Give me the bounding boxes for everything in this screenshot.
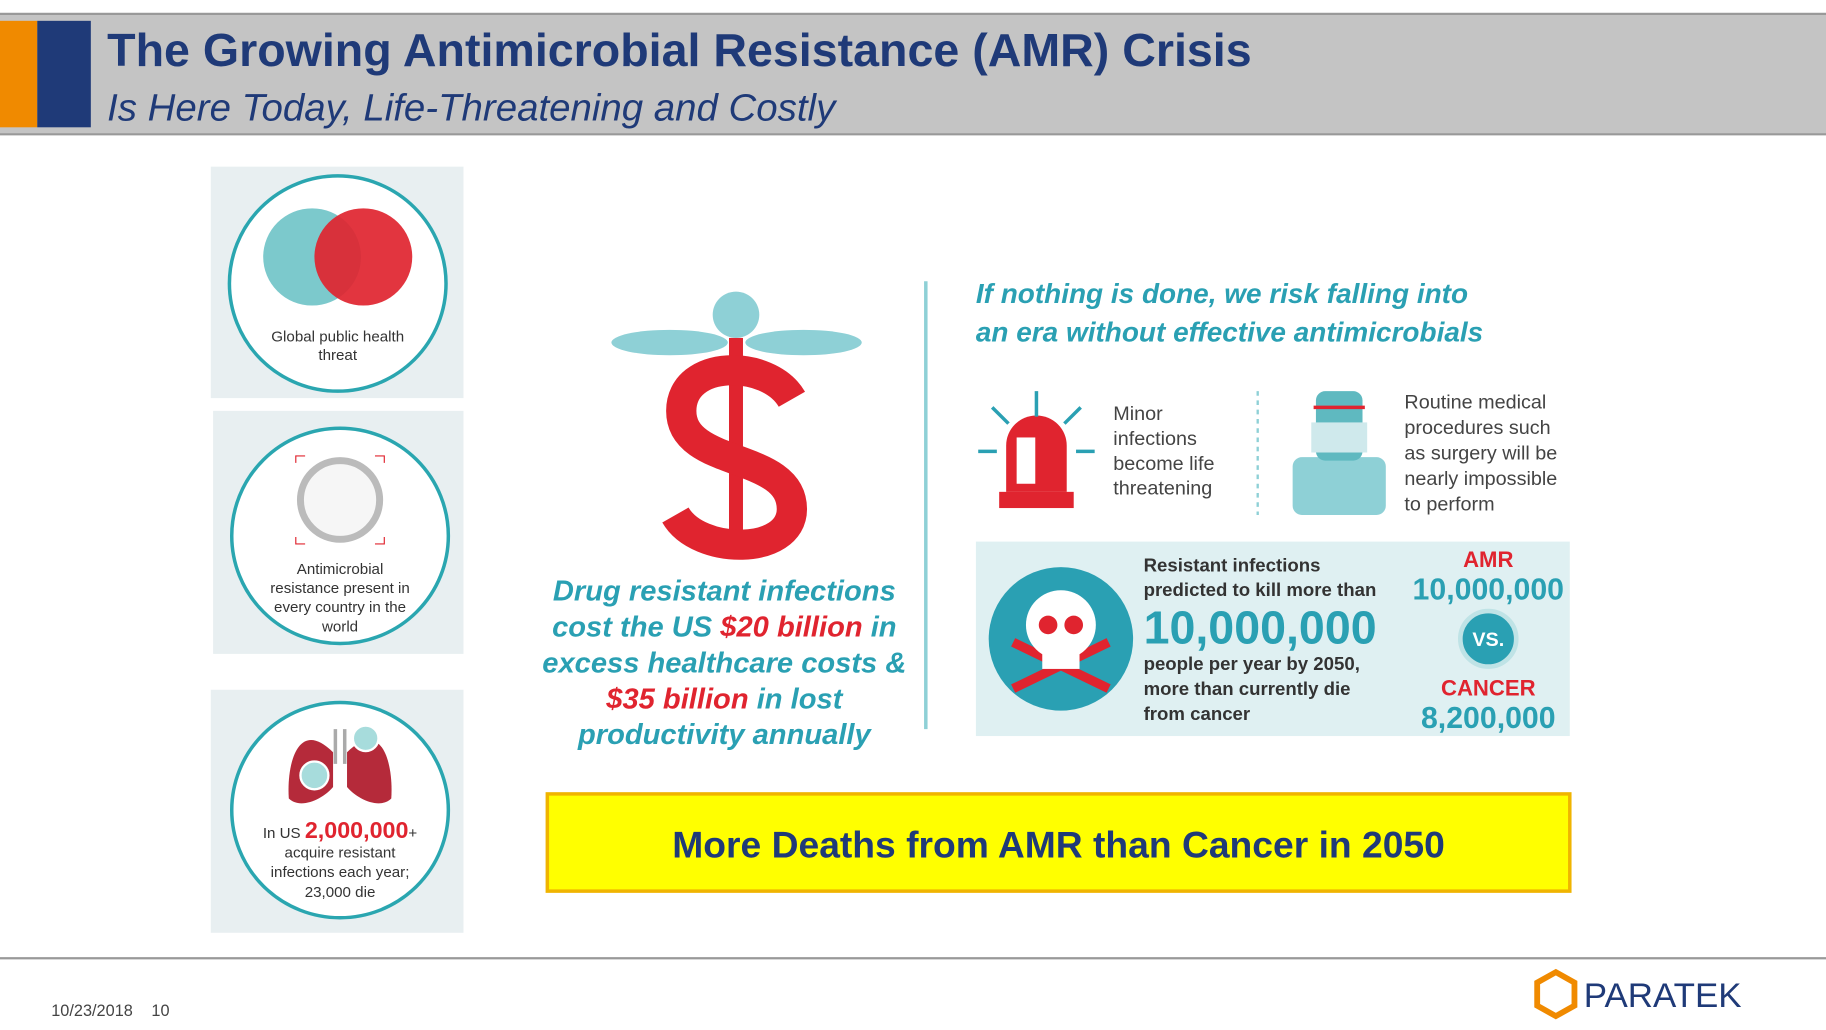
item-text: Routine medical [1404, 392, 1546, 414]
siren-icon [978, 391, 1095, 509]
text-run: Drug resistant infections [553, 576, 896, 608]
navy-bar [37, 20, 91, 128]
footer-date: 10/23/2018 [51, 1002, 133, 1020]
left-panels [210, 166, 464, 933]
text-run: procedures such [1404, 417, 1550, 439]
highlight-text: 2,000,000 [305, 817, 409, 843]
page-number: 10 [151, 1002, 169, 1020]
text-run: Minor [1113, 403, 1163, 425]
text-run: + [408, 825, 417, 842]
item-text: to perform [1404, 493, 1494, 515]
panel-label: world [321, 618, 358, 635]
text-run: Antimicrobial [297, 561, 384, 578]
text-run: Global public health [271, 328, 404, 345]
text-run: infections [1113, 428, 1197, 450]
cost-text: cost the US $20 billion in [552, 612, 897, 644]
stat-text: more than currently die [1144, 678, 1351, 699]
stat-number: 10,000,000 [1144, 602, 1377, 654]
text-run: to perform [1404, 493, 1494, 515]
title: The Growing Antimicrobial Resistance (AM… [107, 24, 1252, 76]
stat-text: predicted to kill more than [1144, 579, 1377, 600]
text-run: people per year by 2050, [1144, 653, 1360, 674]
vs-label: VS. [1472, 629, 1504, 651]
cost-text: excess healthcare costs & [542, 647, 906, 679]
item-text: procedures such [1404, 417, 1550, 439]
logo: PARATEK [1584, 976, 1742, 1015]
cancer-value: 8,200,000 [1421, 702, 1556, 735]
text-run: Resistant infections [1144, 555, 1321, 576]
panel-label: acquire resistant [285, 845, 397, 862]
right-heading: an era without effective antimicrobials [976, 316, 1483, 347]
skull-icon [988, 567, 1134, 711]
text-run: Routine medical [1404, 392, 1546, 414]
text-run: world [321, 618, 358, 635]
panel-label: In US 2,000,000+ [263, 817, 418, 843]
panel-label: threat [318, 347, 357, 364]
text-run: If nothing is done, we risk falling into [976, 278, 1468, 309]
text-run: as surgery will be [1404, 443, 1557, 465]
vs-badge [1458, 608, 1519, 669]
text-run: In US [263, 825, 305, 842]
amr-value: 10,000,000 [1413, 574, 1564, 607]
panel-label: infections each year; [271, 864, 410, 881]
text-run: in lost [749, 683, 844, 715]
surgeon-icon [1292, 391, 1386, 515]
stat-text: people per year by 2050, [1144, 653, 1360, 674]
item-text: as surgery will be [1404, 443, 1557, 465]
panel-label: Antimicrobial [297, 561, 384, 578]
logo-mark [1534, 968, 1578, 1020]
text-run: 23,000 die [305, 884, 376, 901]
panel-label: Global public health [271, 328, 404, 345]
text-run: every country in the [274, 599, 406, 616]
text-run: productivity annually [577, 719, 873, 751]
content-text: Global public health threat Antimicrobial r… [263, 278, 1564, 901]
text-run: nearly impossible [1404, 468, 1557, 490]
item-text: infections [1113, 428, 1197, 450]
highlight-text: $20 billion [719, 612, 862, 644]
highlight-text: $35 billion [605, 683, 748, 715]
text-run: threatening [1113, 478, 1212, 500]
stat-text: Resistant infections [1144, 555, 1321, 576]
orange-bar [0, 20, 38, 128]
panel-label: resistance present in [270, 580, 410, 597]
banner [545, 792, 1572, 893]
text-run: more than currently die [1144, 678, 1351, 699]
text-run: threat [318, 347, 357, 364]
item-text: nearly impossible [1404, 468, 1557, 490]
header-band [0, 13, 1826, 134]
text-run: cost the US [552, 612, 720, 644]
stat-text: from cancer [1144, 703, 1251, 724]
cancer-label: CANCER [1441, 676, 1536, 701]
text-run: from cancer [1144, 703, 1251, 724]
cost-text: $35 billion in lost [605, 683, 843, 715]
panel-label: 23,000 die [305, 884, 376, 901]
caduceus-icon [611, 291, 862, 560]
cost-text: productivity annually [577, 719, 873, 751]
banner-text: More Deaths from AMR than Cancer in 2050 [672, 824, 1445, 866]
text-run: resistance present in [270, 580, 410, 597]
item-text: become life [1113, 453, 1214, 475]
text-run: acquire resistant [285, 845, 397, 862]
amr-label: AMR [1463, 547, 1513, 572]
panel-label: every country in the [274, 599, 406, 616]
text-run: an era without effective antimicrobials [976, 316, 1483, 347]
item-text: Minor [1113, 403, 1163, 425]
subtitle: Is Here Today, Life-Threatening and Cost… [107, 86, 838, 129]
text-run: in [863, 612, 897, 644]
text-run: infections each year; [271, 864, 410, 881]
text-run: become life [1113, 453, 1214, 475]
text-run: predicted to kill more than [1144, 579, 1377, 600]
text-run: excess healthcare costs & [542, 647, 906, 679]
item-text: threatening [1113, 478, 1212, 500]
right-heading: If nothing is done, we risk falling into [976, 278, 1468, 309]
cost-text: Drug resistant infections [553, 576, 896, 608]
